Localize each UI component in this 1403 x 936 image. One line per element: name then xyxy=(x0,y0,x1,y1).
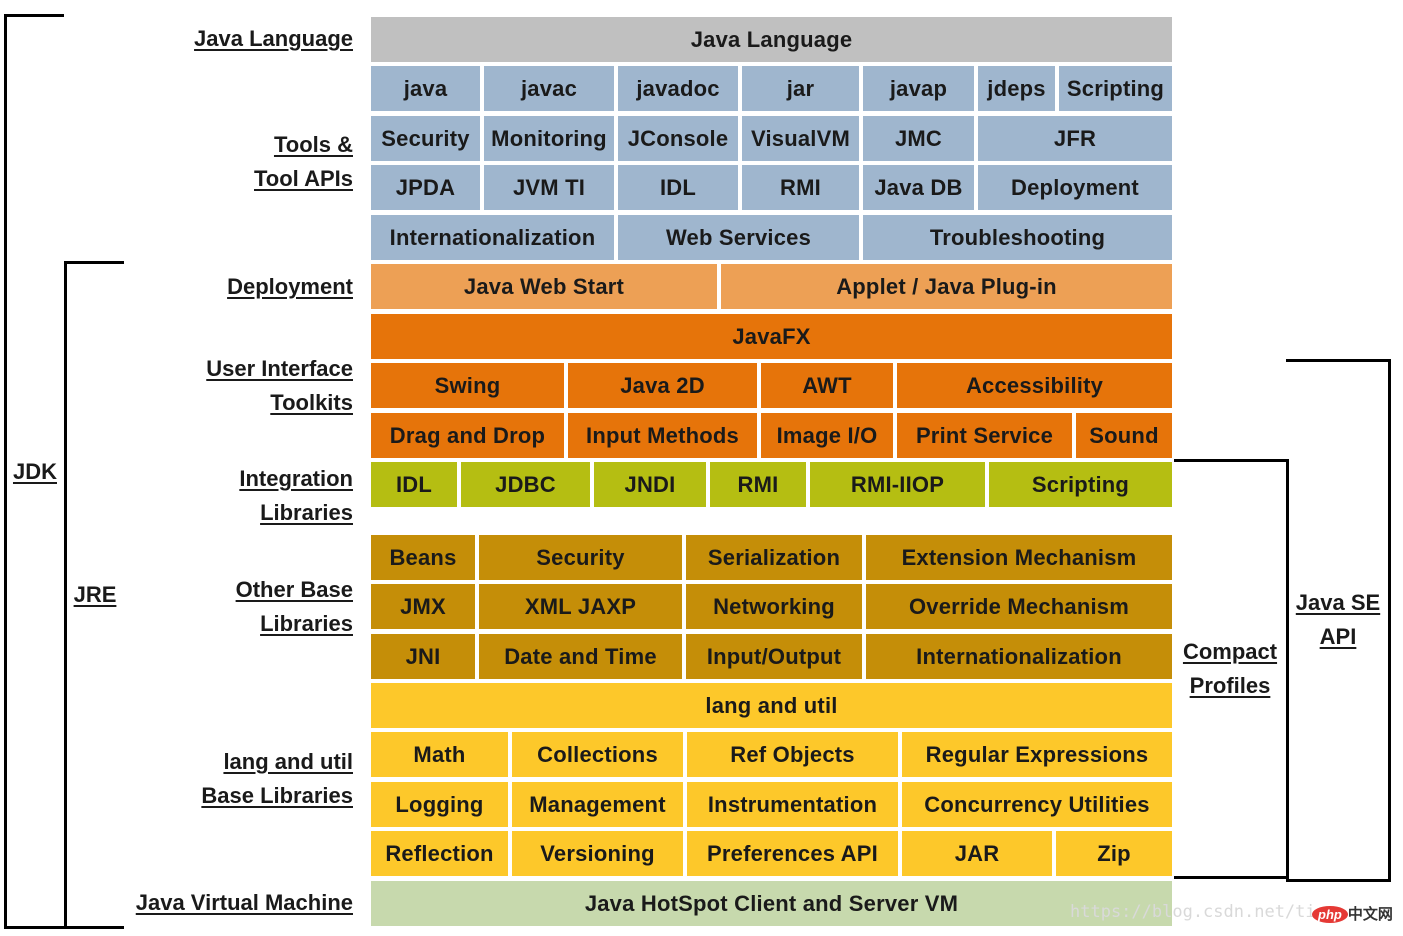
cell-tool-jmc: JMC xyxy=(863,116,974,161)
cell-beans: Beans xyxy=(371,535,475,580)
javase-bracket-top xyxy=(1286,359,1391,362)
cell-date-and-time: Date and Time xyxy=(479,634,682,679)
label-java-language[interactable]: Java Language xyxy=(194,26,353,51)
label-lang-util[interactable]: lang and util Base Libraries xyxy=(201,749,353,808)
cell-hotspot-vm: Java HotSpot Client and Server VM xyxy=(371,881,1172,926)
cell-swing: Swing xyxy=(371,363,564,408)
cell-versioning: Versioning xyxy=(512,831,683,876)
cell-jar: JAR xyxy=(902,831,1052,876)
cell-accessibility: Accessibility xyxy=(897,363,1172,408)
cell-security: Security xyxy=(479,535,682,580)
cell-awt: AWT xyxy=(761,363,893,408)
cell-tool-internationalization: Internationalization xyxy=(371,215,614,260)
compact-bracket-bottom xyxy=(1174,876,1289,879)
cell-concurrency-utilities: Concurrency Utilities xyxy=(902,782,1172,827)
cell-tool-jar: jar xyxy=(742,66,859,111)
cell-ref-objects: Ref Objects xyxy=(687,732,898,777)
cell-internationalization: Internationalization xyxy=(866,634,1172,679)
label-jvm[interactable]: Java Virtual Machine xyxy=(135,890,353,915)
cell-int-rmi: RMI xyxy=(710,462,806,507)
cell-tool-security: Security xyxy=(371,116,480,161)
label-tools[interactable]: Tools & Tool APIs xyxy=(254,132,353,191)
cell-java-web-start: Java Web Start xyxy=(371,264,717,309)
cell-tool-jfr: JFR xyxy=(978,116,1172,161)
cell-logging: Logging xyxy=(371,782,508,827)
compact-bracket-vertical xyxy=(1286,459,1289,879)
cell-preferences-api: Preferences API xyxy=(687,831,898,876)
jre-bracket-vertical xyxy=(64,261,67,929)
cell-collections: Collections xyxy=(512,732,683,777)
cell-tool-jdeps: jdeps xyxy=(978,66,1055,111)
cell-instrumentation: Instrumentation xyxy=(687,782,898,827)
cell-int-scripting: Scripting xyxy=(989,462,1172,507)
jdk-label[interactable]: JDK xyxy=(12,459,57,484)
label-ui-toolkits[interactable]: User Interface Toolkits xyxy=(206,356,353,415)
cell-int-jdbc: JDBC xyxy=(461,462,590,507)
cell-tool-jpda: JPDA xyxy=(371,165,480,210)
cell-int-rmi-iiop: RMI-IIOP xyxy=(810,462,985,507)
jdk-bracket-vertical xyxy=(4,14,7,929)
cell-tool-monitoring: Monitoring xyxy=(484,116,614,161)
cell-javafx: JavaFX xyxy=(371,314,1172,359)
cell-tool-visualvm: VisualVM xyxy=(742,116,859,161)
cell-java-language: Java Language xyxy=(371,17,1172,62)
cell-math: Math xyxy=(371,732,508,777)
cell-tool-jconsole: JConsole xyxy=(618,116,738,161)
cell-drag-and-drop: Drag and Drop xyxy=(371,413,564,458)
cell-jmx: JMX xyxy=(371,584,475,629)
cell-tool-java: java xyxy=(371,66,480,111)
cell-tool-jvmti: JVM TI xyxy=(484,165,614,210)
compact-bracket-top xyxy=(1174,459,1289,462)
cell-applet-plugin: Applet / Java Plug-in xyxy=(721,264,1172,309)
cell-print-service: Print Service xyxy=(897,413,1072,458)
cell-tool-javac: javac xyxy=(484,66,614,111)
cell-reflection: Reflection xyxy=(371,831,508,876)
cell-jni: JNI xyxy=(371,634,475,679)
cell-networking: Networking xyxy=(686,584,862,629)
jdk-bracket-top xyxy=(4,14,64,17)
cell-extension-mechanism: Extension Mechanism xyxy=(866,535,1172,580)
cell-tool-rmi: RMI xyxy=(742,165,859,210)
cell-tool-javadoc: javadoc xyxy=(618,66,738,111)
cell-regular-expressions: Regular Expressions xyxy=(902,732,1172,777)
php-cn-logo: php 中文网 xyxy=(1312,903,1393,924)
label-other-base[interactable]: Other Base Libraries xyxy=(235,577,353,636)
cell-int-jndi: JNDI xyxy=(594,462,706,507)
cell-java2d: Java 2D xyxy=(568,363,757,408)
cell-serialization: Serialization xyxy=(686,535,862,580)
cell-tool-troubleshooting: Troubleshooting xyxy=(863,215,1172,260)
cell-tool-webservices: Web Services xyxy=(618,215,859,260)
cell-tool-idl: IDL xyxy=(618,165,738,210)
javase-bracket-bottom xyxy=(1286,879,1391,882)
cell-lang-and-util: lang and util xyxy=(371,683,1172,728)
cell-tool-scripting: Scripting xyxy=(1059,66,1172,111)
label-integration[interactable]: Integration Libraries xyxy=(239,466,353,525)
label-deployment[interactable]: Deployment xyxy=(227,274,353,299)
cell-xml-jaxp: XML JAXP xyxy=(479,584,682,629)
cell-image-io: Image I/O xyxy=(761,413,893,458)
cell-input-methods: Input Methods xyxy=(568,413,757,458)
cell-override-mechanism: Override Mechanism xyxy=(866,584,1172,629)
cell-tool-deployment: Deployment xyxy=(978,165,1172,210)
javase-bracket-vertical xyxy=(1388,359,1391,882)
cell-zip: Zip xyxy=(1056,831,1172,876)
cell-tool-javadb: Java DB xyxy=(863,165,974,210)
java-se-api-label[interactable]: Java SE API xyxy=(1295,590,1381,649)
jre-label[interactable]: JRE xyxy=(73,582,117,607)
cell-input-output: Input/Output xyxy=(686,634,862,679)
cell-management: Management xyxy=(512,782,683,827)
cell-tool-javap: javap xyxy=(863,66,974,111)
jre-bracket-top xyxy=(64,261,124,264)
cell-int-idl: IDL xyxy=(371,462,457,507)
compact-profiles-label[interactable]: Compact Profiles xyxy=(1182,639,1278,698)
cell-sound: Sound xyxy=(1076,413,1172,458)
watermark-url: https://blog.csdn.net/ti xyxy=(1070,902,1316,922)
